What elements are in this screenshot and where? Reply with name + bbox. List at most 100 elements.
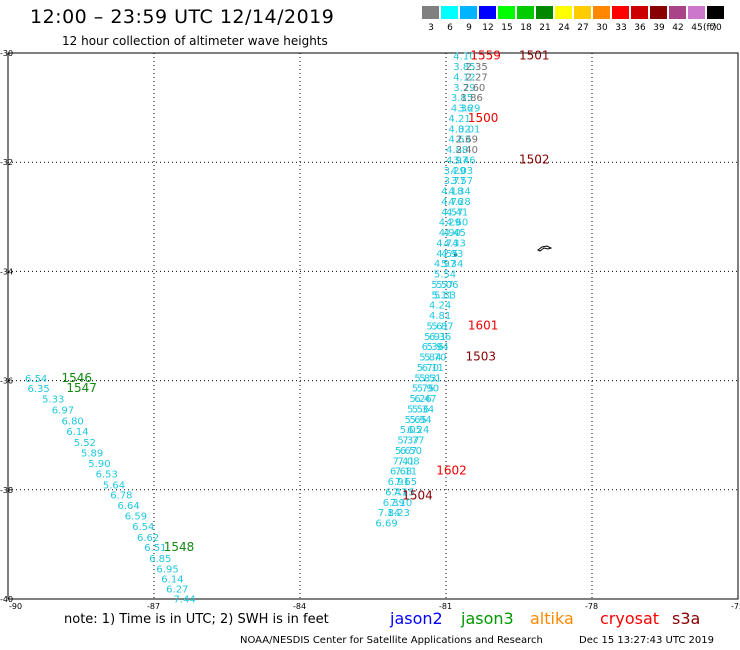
island-small <box>454 253 457 257</box>
wave-height-value: 3.79 <box>453 83 475 94</box>
wave-height-value: 5.83 <box>414 373 436 384</box>
wave-height-value: 5.37 <box>397 436 419 447</box>
legend-label: 33 <box>615 23 627 33</box>
time-label: 1504 <box>402 488 433 502</box>
wave-height-value: 5.65 <box>405 415 427 426</box>
lon-tick-label: -78 <box>585 602 598 611</box>
wave-height-value: 5.34 <box>441 259 463 270</box>
wave-height-value: 2.60 <box>463 83 485 94</box>
wave-height-value: 8.23 <box>388 508 410 519</box>
wave-height-value: 6.97 <box>52 406 74 417</box>
wave-height-value: 4.93 <box>441 249 463 260</box>
wave-height-value: 5.05 <box>400 425 422 436</box>
wave-height-value: 4.60 <box>446 218 468 229</box>
wave-height-value: 6.95 <box>156 564 178 575</box>
map-frame <box>7 52 739 600</box>
wave-height-value: 5.90 <box>417 384 439 395</box>
wave-height-value: 3.01 <box>458 124 480 135</box>
legend-swatch <box>517 6 534 19</box>
wave-height-value: 4.24 <box>429 301 451 312</box>
page-title: 12:00 – 23:59 UTC 12/14/2019 <box>30 6 335 28</box>
legend-swatch <box>422 6 439 19</box>
wave-height-value: 5.51 <box>419 373 441 384</box>
land-outline <box>454 245 553 257</box>
time-label: 1500 <box>468 111 499 125</box>
wave-height-value: 5.94 <box>427 342 449 353</box>
time-label: 1502 <box>519 152 550 166</box>
wave-height-value: 5.64 <box>103 480 125 491</box>
lat-tick-label: -38 <box>0 486 13 495</box>
wave-height-value: 1.86 <box>461 93 483 104</box>
wave-height-value: 7.41 <box>392 456 414 467</box>
wave-height-value: 4.63 <box>448 135 470 146</box>
wave-height-value: 4.55 <box>436 249 458 260</box>
wave-height-value: 5.90 <box>88 459 110 470</box>
page-subtitle: 12 hour collection of altimeter wave hei… <box>62 34 328 48</box>
wave-height-value: 6.59 <box>125 511 147 522</box>
wave-height-value: 5.26 <box>410 394 432 405</box>
wave-height-value: 5.54 <box>434 270 456 281</box>
wave-height-value: 6.54 <box>25 374 47 385</box>
legend-label: 18 <box>520 23 532 33</box>
satellite-jason2: jason2 <box>390 609 443 628</box>
wave-height-value: 5.33 <box>434 290 456 301</box>
wave-height-value: 4.21 <box>448 114 470 125</box>
note-text: note: 1) Time is in UTC; 2) SWH is in fe… <box>64 612 329 627</box>
wave-height-value: 5.67 <box>395 446 417 457</box>
wave-height-value: 6.85 <box>149 554 171 565</box>
wave-height-value: 6.51 <box>144 543 166 554</box>
wave-height-value: 3.46 <box>453 155 475 166</box>
wave-height-value: 2.69 <box>456 135 478 146</box>
wave-height-value: 7.11 <box>395 467 417 478</box>
wave-height-value: 4.33 <box>444 238 466 249</box>
time-label: 1548 <box>164 540 195 554</box>
wave-height-value: 6.64 <box>118 501 140 512</box>
legend-label: 6 <box>447 23 453 33</box>
wave-height-value: 5.33 <box>42 395 64 406</box>
wave-height-value: 6.68 <box>390 467 412 478</box>
legend-label: 45 <box>691 23 703 33</box>
wave-height-value: 7.44 <box>173 594 195 605</box>
satellite-s3a: s3a <box>672 609 701 628</box>
legend-label: 21 <box>539 23 551 33</box>
wave-height-value: 5.52 <box>74 438 96 449</box>
wave-height-value: 4.81 <box>429 311 451 322</box>
wave-height-value: 4.02 <box>448 124 470 135</box>
lon-tick-label: -84 <box>293 602 306 611</box>
legend-swatch <box>479 6 496 19</box>
wave-height-value: 5.75 <box>412 384 434 395</box>
legend-label: 3 <box>428 23 434 33</box>
wave-height-value: 6.36 <box>422 342 444 353</box>
legend-unit: (ft) <box>703 23 717 33</box>
wave-height-value: 6.53 <box>96 469 118 480</box>
legend-swatch <box>593 6 610 19</box>
wave-height-value: 5.91 <box>424 332 446 343</box>
wave-height-value: 6.62 <box>137 533 159 544</box>
wave-height-value: 4.41 <box>446 207 468 218</box>
wave-height-value: 2.27 <box>465 72 487 83</box>
wave-height-value: 7.65 <box>395 477 417 488</box>
wave-height-value: 6.14 <box>161 574 183 585</box>
wave-height-value: 5.94 <box>410 415 432 426</box>
legend-label: 24 <box>558 23 570 33</box>
legend-swatch <box>498 6 515 19</box>
legend-swatch <box>650 6 667 19</box>
lon-tick-label: -90 <box>9 602 22 611</box>
time-label: 1559 <box>470 49 501 63</box>
satellite-altika: altika <box>530 609 574 628</box>
wave-height-value: 7.15 <box>392 487 414 498</box>
time-label: 1602 <box>436 464 467 478</box>
wave-height-value: 5.70 <box>417 363 439 374</box>
time-label: 1503 <box>465 350 496 364</box>
legend-label: 70 <box>710 23 722 33</box>
wave-height-value: 2.35 <box>465 62 487 73</box>
satellite-cryosat: cryosat <box>600 609 660 628</box>
legend-swatch <box>460 6 477 19</box>
wave-height-value: 5.11 <box>431 290 453 301</box>
wave-height-value: 6.47 <box>385 487 407 498</box>
wave-height-value: 5.87 <box>431 321 453 332</box>
wave-height-value: 4.76 <box>441 197 463 208</box>
lat-tick-label: -30 <box>0 49 13 58</box>
legend-label: 42 <box>672 23 684 33</box>
